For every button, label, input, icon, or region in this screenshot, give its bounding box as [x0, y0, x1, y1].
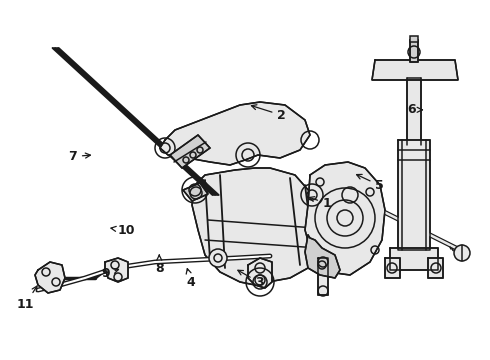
Polygon shape	[385, 258, 400, 278]
Polygon shape	[183, 183, 208, 201]
Text: 5: 5	[357, 175, 384, 192]
Text: 2: 2	[251, 105, 286, 122]
Text: 9: 9	[101, 267, 119, 280]
Polygon shape	[105, 258, 128, 282]
Polygon shape	[372, 60, 458, 80]
Text: 7: 7	[68, 150, 91, 163]
Text: 10: 10	[111, 224, 135, 237]
Polygon shape	[160, 102, 310, 165]
Polygon shape	[410, 40, 418, 62]
Polygon shape	[407, 78, 421, 145]
Polygon shape	[428, 258, 443, 278]
Circle shape	[342, 187, 358, 203]
Circle shape	[209, 249, 227, 267]
Text: 3: 3	[238, 270, 264, 289]
Polygon shape	[192, 168, 325, 285]
Polygon shape	[398, 140, 430, 250]
Polygon shape	[35, 262, 65, 293]
Text: 8: 8	[155, 255, 164, 275]
Polygon shape	[318, 258, 328, 295]
Polygon shape	[305, 162, 385, 275]
Polygon shape	[248, 258, 272, 288]
Text: 6: 6	[407, 103, 422, 116]
Text: 4: 4	[186, 269, 196, 289]
Polygon shape	[305, 235, 340, 278]
Text: 1: 1	[309, 197, 332, 210]
Polygon shape	[410, 36, 418, 42]
Text: 11: 11	[17, 286, 37, 311]
Polygon shape	[170, 135, 210, 168]
Polygon shape	[390, 248, 438, 270]
Circle shape	[454, 245, 470, 261]
